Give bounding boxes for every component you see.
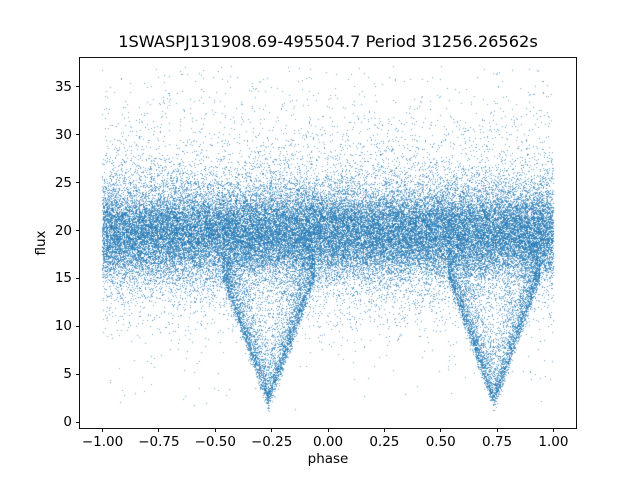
- x-tick-mark: [327, 428, 329, 432]
- x-tick-label: 0.50: [425, 434, 456, 450]
- x-tick-mark: [440, 428, 442, 432]
- x-tick-label: 1.00: [538, 434, 569, 450]
- y-tick-mark: [76, 182, 80, 184]
- x-tick-mark: [102, 428, 104, 432]
- y-tick-mark: [76, 230, 80, 232]
- x-tick-mark: [271, 428, 273, 432]
- x-tick-label: −1.00: [81, 434, 124, 450]
- y-tick-label: 15: [54, 270, 72, 287]
- x-tick-mark: [552, 428, 554, 432]
- y-tick-mark: [76, 134, 80, 136]
- plot-area: [79, 57, 577, 429]
- y-tick-label: 30: [54, 126, 72, 143]
- x-tick-label: −0.50: [194, 434, 236, 450]
- x-tick-mark: [383, 428, 385, 432]
- x-tick-label: 0.75: [482, 434, 513, 450]
- y-tick-mark: [76, 421, 80, 423]
- x-tick-mark: [496, 428, 498, 432]
- x-tick-label: 0.00: [312, 434, 344, 450]
- x-tick-label: −0.75: [138, 434, 180, 450]
- y-tick-label: 35: [54, 78, 72, 95]
- x-tick-mark: [214, 428, 216, 432]
- y-tick-mark: [76, 325, 80, 327]
- scatter-canvas: [80, 58, 576, 428]
- y-tick-mark: [76, 86, 80, 88]
- y-tick-mark: [76, 373, 80, 375]
- x-tick-label: 0.25: [369, 434, 400, 450]
- x-tick-label: −0.25: [250, 434, 293, 450]
- y-tick-label: 5: [63, 366, 72, 383]
- y-tick-mark: [76, 277, 80, 279]
- y-tick-label: 0: [63, 414, 72, 431]
- y-tick-label: 10: [54, 318, 72, 335]
- y-tick-label: 25: [54, 174, 72, 191]
- x-tick-mark: [158, 428, 160, 432]
- chart-title: 1SWASPJ131908.69-495504.7 Period 31256.2…: [118, 32, 538, 51]
- y-tick-label: 20: [54, 222, 72, 239]
- x-axis-label: phase: [307, 451, 349, 467]
